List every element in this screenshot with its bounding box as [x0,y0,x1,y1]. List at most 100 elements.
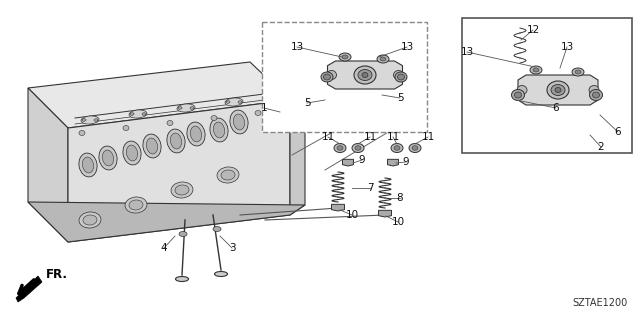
Ellipse shape [321,72,333,82]
Ellipse shape [129,110,147,118]
Ellipse shape [515,92,522,98]
Bar [462,18,632,153]
Text: 4: 4 [161,243,167,253]
Ellipse shape [191,126,202,142]
Ellipse shape [79,212,101,228]
Text: 5: 5 [304,98,310,108]
Polygon shape [68,100,290,242]
Text: 11: 11 [321,132,335,142]
Ellipse shape [358,69,372,81]
Ellipse shape [572,68,584,76]
Ellipse shape [226,101,230,103]
Ellipse shape [175,185,189,195]
Text: 8: 8 [397,193,403,203]
Ellipse shape [326,70,337,79]
Text: 7: 7 [367,183,373,193]
Ellipse shape [82,119,86,121]
Ellipse shape [362,73,368,77]
Ellipse shape [79,153,97,177]
Ellipse shape [213,122,225,138]
Ellipse shape [533,68,539,72]
Ellipse shape [94,119,98,121]
Text: 13: 13 [401,42,413,52]
Ellipse shape [178,107,182,109]
Polygon shape [28,202,305,242]
Ellipse shape [394,70,403,79]
Ellipse shape [213,227,221,231]
Ellipse shape [123,125,129,131]
Text: 5: 5 [397,93,403,103]
Ellipse shape [130,113,134,115]
Ellipse shape [395,72,407,82]
Ellipse shape [555,87,561,92]
Ellipse shape [391,143,403,153]
Ellipse shape [123,141,141,165]
Ellipse shape [187,122,205,146]
Ellipse shape [175,276,189,282]
Ellipse shape [125,197,147,213]
Text: 13: 13 [561,42,573,52]
Polygon shape [16,276,42,302]
Ellipse shape [142,113,146,115]
Ellipse shape [255,110,261,116]
Ellipse shape [190,107,194,109]
Polygon shape [28,62,290,128]
Ellipse shape [511,90,525,100]
Ellipse shape [211,116,217,121]
Ellipse shape [551,84,565,95]
Ellipse shape [342,55,348,59]
Ellipse shape [234,114,244,130]
Ellipse shape [380,57,386,61]
Ellipse shape [530,66,542,74]
Ellipse shape [143,134,161,158]
Ellipse shape [355,146,361,150]
Polygon shape [328,61,403,89]
Ellipse shape [337,146,343,150]
Text: 10: 10 [392,217,404,227]
Ellipse shape [179,231,187,236]
Text: 6: 6 [614,127,621,137]
Ellipse shape [221,170,235,180]
Ellipse shape [334,143,346,153]
Ellipse shape [547,81,569,99]
Text: 10: 10 [346,210,358,220]
Text: 12: 12 [526,25,540,35]
Ellipse shape [79,131,85,135]
Polygon shape [518,75,598,105]
Text: 13: 13 [460,47,474,57]
Ellipse shape [147,138,157,154]
Text: SZTAE1200: SZTAE1200 [573,298,628,308]
Polygon shape [332,204,344,211]
Polygon shape [387,159,399,166]
Polygon shape [290,90,305,215]
Ellipse shape [589,85,599,94]
Ellipse shape [102,150,113,166]
Text: 11: 11 [364,132,376,142]
Text: 11: 11 [387,132,399,142]
Polygon shape [342,159,353,166]
Bar [262,22,427,132]
Ellipse shape [412,146,418,150]
Ellipse shape [210,118,228,142]
Text: 1: 1 [260,103,268,113]
Ellipse shape [352,143,364,153]
Text: FR.: FR. [46,268,68,281]
Text: 2: 2 [598,142,604,152]
Ellipse shape [230,110,248,134]
Ellipse shape [167,121,173,125]
Text: 9: 9 [403,157,410,167]
Ellipse shape [83,157,93,173]
Text: 13: 13 [291,42,303,52]
Ellipse shape [575,70,581,74]
Text: 6: 6 [553,103,559,113]
Ellipse shape [217,167,239,183]
Text: 3: 3 [228,243,236,253]
Ellipse shape [127,145,138,161]
Ellipse shape [171,182,193,198]
Polygon shape [28,88,68,242]
Ellipse shape [99,146,117,170]
Polygon shape [378,210,392,217]
Ellipse shape [397,74,404,80]
Ellipse shape [323,74,330,80]
Ellipse shape [354,66,376,84]
